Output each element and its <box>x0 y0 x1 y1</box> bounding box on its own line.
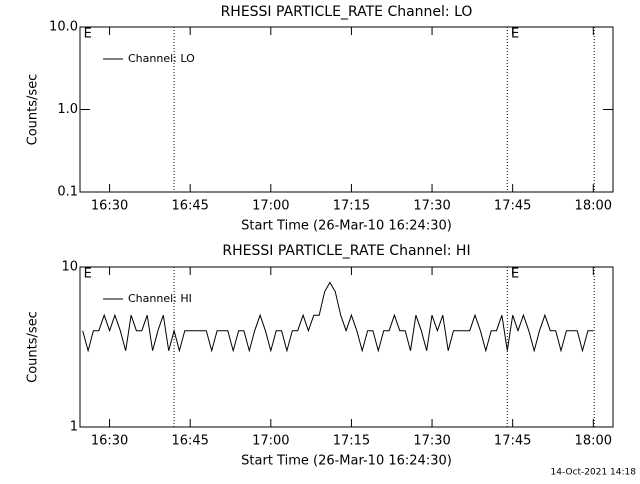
y-axis-label: Counts/sec <box>26 311 41 383</box>
annotation: E <box>511 267 519 282</box>
y-tick-label: 10 <box>61 260 78 275</box>
x-tick-label: 18:00 <box>575 434 612 449</box>
annotation: E <box>84 267 92 282</box>
x-tick-label: 17:30 <box>413 434 450 449</box>
x-tick-label: 17:00 <box>252 199 289 214</box>
x-tick-label: 16:30 <box>91 199 128 214</box>
y-tick-label: 1 <box>70 420 78 435</box>
x-tick-label: 17:45 <box>494 199 531 214</box>
legend-label: Channel: HI <box>128 292 192 305</box>
x-tick-label: 17:00 <box>252 434 289 449</box>
legend-label: Channel: LO <box>128 52 195 65</box>
x-tick-label: 17:15 <box>333 199 370 214</box>
x-tick-label: 16:45 <box>171 434 208 449</box>
x-axis-label: Start Time (26-Mar-10 16:24:30) <box>241 454 452 469</box>
footer: 14-Oct-2021 14:18 <box>551 468 637 478</box>
plot-frame <box>79 266 614 428</box>
y-axis-label: Counts/sec <box>26 74 41 146</box>
y-tick-label: 10.0 <box>49 20 78 35</box>
series-line <box>82 281 594 353</box>
y-tick-label: 0.1 <box>57 185 78 200</box>
chart-title: RHESSI PARTICLE_RATE Channel: LO <box>221 4 473 20</box>
annotation: E <box>84 27 92 42</box>
chart-title: RHESSI PARTICLE_RATE Channel: HI <box>222 243 470 259</box>
annotation: E <box>511 27 519 42</box>
x-tick-label: 18:00 <box>575 199 612 214</box>
y-tick-label: 1.0 <box>57 102 78 117</box>
x-tick-label: 17:45 <box>494 434 531 449</box>
x-tick-label: 17:15 <box>333 434 370 449</box>
x-tick-label: 16:30 <box>91 434 128 449</box>
x-tick-label: 16:45 <box>171 199 208 214</box>
x-axis-label: Start Time (26-Mar-10 16:24:30) <box>241 219 452 234</box>
x-tick-label: 17:30 <box>413 199 450 214</box>
